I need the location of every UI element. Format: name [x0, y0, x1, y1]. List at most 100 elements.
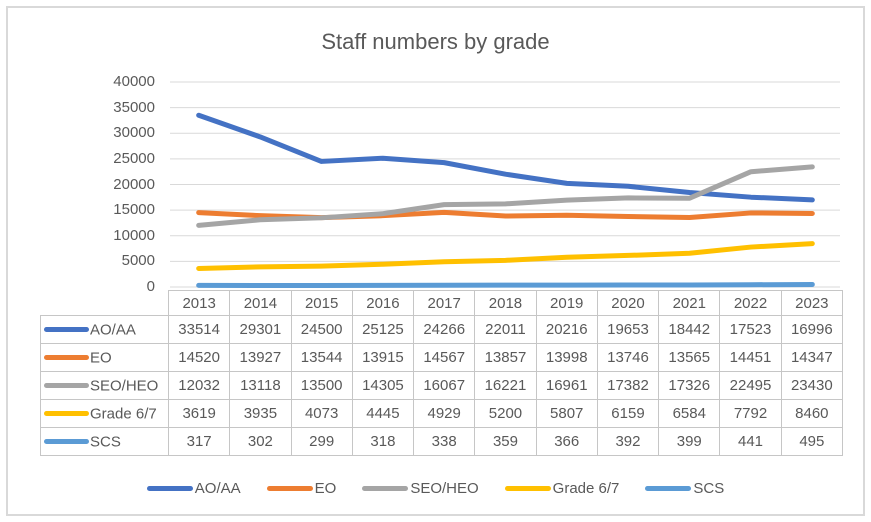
value-cell: 23430 [780, 371, 844, 400]
table-row: AO/AA 33514 29301 24500 25125 24266 22011 20216… [40, 315, 844, 344]
value-cell: 16996 [780, 315, 844, 344]
year-header-cell: 2023 [780, 290, 844, 316]
series-line-seo-heo [196, 164, 815, 228]
value-cell: 366 [535, 427, 598, 456]
table-row: SEO/HEO 12032 13118 13500 14305 16067 16221 169… [40, 371, 844, 400]
value-cell: 13500 [290, 371, 353, 400]
value-cell: 302 [229, 427, 292, 456]
year-header-cell: 2014 [229, 290, 292, 316]
series-name-cell: AO/AA [40, 315, 169, 344]
series-key-icon [44, 327, 89, 333]
year-header-cell: 2020 [596, 290, 660, 316]
value-cell: 24266 [413, 315, 476, 344]
value-cell: 6159 [596, 399, 660, 428]
value-cell: 318 [351, 427, 415, 456]
legend-item: SEO/HEO [362, 479, 479, 497]
y-axis-label: 20000 [113, 175, 155, 193]
y-axis-label: 0 [146, 278, 155, 295]
value-cell: 13565 [658, 343, 721, 372]
legend-item: Grade 6/7 [504, 479, 620, 497]
table-row: EO 14520 13927 13544 13915 14567 13857 13998 137… [40, 343, 844, 372]
chart-title: Staff numbers by grade [321, 29, 550, 54]
series-key-icon [44, 411, 89, 417]
value-cell: 317 [167, 427, 231, 456]
value-cell: 17326 [658, 371, 721, 400]
table-row: Grade 6/7 3619 3935 4073 4445 4929 5200 5807 615… [40, 399, 844, 428]
value-cell: 3935 [229, 399, 292, 428]
value-cell: 14520 [167, 343, 231, 372]
value-cell: 13927 [229, 343, 292, 372]
series-name-cell: Grade 6/7 [40, 399, 169, 428]
value-cell: 338 [413, 427, 476, 456]
y-axis-label: 25000 [113, 149, 155, 167]
value-cell: 441 [719, 427, 782, 456]
series-key-icon [44, 439, 89, 445]
legend-key-icon [146, 485, 193, 491]
data-table-region: 2013 2014 2015 2016 2017 2018 2019 2020 2021 2022… [40, 290, 844, 456]
value-cell: 14347 [780, 343, 844, 372]
legend-label: EO [314, 479, 337, 497]
value-cell: 18442 [658, 315, 721, 344]
value-cell: 4073 [290, 399, 353, 428]
value-cell: 3619 [167, 399, 231, 428]
value-cell: 8460 [780, 399, 844, 428]
year-header-cell: 2022 [719, 290, 782, 316]
value-cell: 13118 [229, 371, 292, 400]
value-cell: 392 [596, 427, 660, 456]
value-cell: 25125 [351, 315, 415, 344]
legend-item: EO [266, 479, 337, 497]
series-line-ao-aa [196, 112, 815, 203]
value-cell: 13746 [596, 343, 660, 372]
value-cell: 495 [780, 427, 844, 456]
value-cell: 14567 [413, 343, 476, 372]
value-cell: 4445 [351, 399, 415, 428]
year-header-cell: 2013 [167, 290, 231, 316]
series-name-cell: SCS [40, 427, 169, 456]
series-name-label: SCS [90, 433, 121, 451]
y-axis-label: 40000 [113, 73, 155, 90]
value-cell: 22011 [474, 315, 537, 344]
legend-label: Grade 6/7 [552, 479, 620, 497]
value-cell: 16221 [474, 371, 537, 400]
value-cell: 6584 [658, 399, 721, 428]
year-header-cell: 2021 [658, 290, 721, 316]
legend-key-icon [645, 485, 692, 491]
value-cell: 16067 [413, 371, 476, 400]
value-cell: 24500 [290, 315, 353, 344]
legend-key-icon [504, 485, 551, 491]
data-table: 2013 2014 2015 2016 2017 2018 2019 2020 2021 2022… [40, 290, 844, 456]
value-cell: 14305 [351, 371, 415, 400]
value-cell: 33514 [167, 315, 231, 344]
series-name-label: AO/AA [90, 321, 136, 339]
value-cell: 20216 [535, 315, 598, 344]
value-cell: 17382 [596, 371, 660, 400]
value-cell: 12032 [167, 371, 231, 400]
series-name-label: SEO/HEO [90, 377, 159, 395]
value-cell: 5807 [535, 399, 598, 428]
y-axis-label: 30000 [113, 124, 155, 142]
value-cell: 299 [290, 427, 353, 456]
value-cell: 13998 [535, 343, 598, 372]
value-cell: 13857 [474, 343, 537, 372]
series-name-cell: SEO/HEO [40, 371, 169, 400]
legend-label: SEO/HEO [410, 479, 479, 497]
y-axis-label: 5000 [121, 252, 155, 270]
value-cell: 14451 [719, 343, 782, 372]
year-header-cell: 2018 [474, 290, 537, 316]
legend-item: AO/AA [146, 480, 241, 497]
year-header-cell: 2015 [290, 290, 353, 316]
legend-label: SCS [693, 479, 725, 497]
value-cell: 4929 [413, 399, 476, 428]
table-header-row: 2013 2014 2015 2016 2017 2018 2019 2020 2021 2022… [41, 290, 844, 316]
value-cell: 359 [474, 427, 537, 456]
value-cell: 19653 [596, 315, 660, 344]
series-key-icon [44, 355, 89, 361]
series-name-label: EO [90, 349, 112, 367]
year-header-cell: 2019 [535, 290, 598, 316]
table-row: SCS 317 302 299 318 338 359 366 392 399 441 495 [40, 427, 844, 456]
series-line-grade-6-7 [196, 241, 815, 271]
value-cell: 13544 [290, 343, 353, 372]
table-corner-cell [41, 291, 169, 316]
year-header-cell: 2017 [413, 290, 476, 316]
y-axis-label: 15000 [113, 201, 155, 219]
